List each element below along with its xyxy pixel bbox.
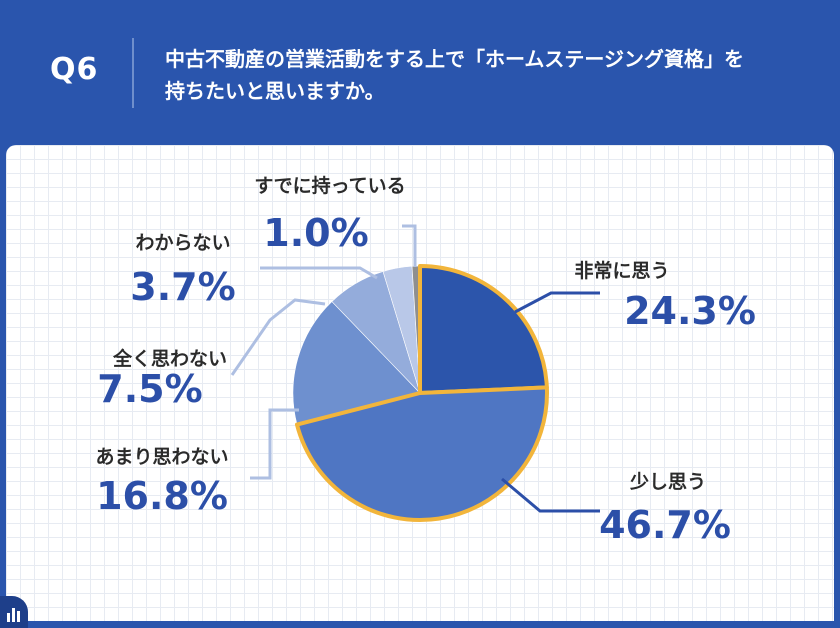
pie-slices bbox=[292, 264, 549, 522]
slice-value-4: 7.5% bbox=[97, 367, 202, 411]
leader-line-6 bbox=[402, 224, 417, 267]
question-number: Q6 bbox=[50, 52, 99, 87]
slice-label-5: わからない bbox=[135, 232, 230, 254]
slice-value-1: 24.3% bbox=[624, 289, 756, 333]
slice-label-4: 全く思わない bbox=[112, 347, 227, 370]
slice-label-2: 少し思う bbox=[629, 471, 706, 493]
pie-slice-1 bbox=[418, 264, 549, 395]
leader-line-1 bbox=[514, 291, 600, 314]
slice-value-2: 46.7% bbox=[599, 503, 731, 547]
slice-label-1: 非常に思う bbox=[574, 259, 669, 282]
leader-line-2 bbox=[501, 477, 600, 513]
leader-line-5 bbox=[260, 266, 378, 280]
slice-label-3: あまり思わない bbox=[95, 446, 228, 468]
question-line-1: 中古不動産の営業活動をする上で「ホームステージング資格」を bbox=[165, 47, 744, 71]
slice-label-6: すでに持っている bbox=[254, 174, 405, 197]
pie-labels: 非常に思う 24.3% 少し思う 46.7% あまり思わない 16.8% 全く思わない7.5… bbox=[95, 174, 755, 547]
question-line-2: 持ちたいと思いますか。 bbox=[165, 79, 385, 103]
pie-slice-3 bbox=[292, 301, 421, 425]
header-divider bbox=[132, 38, 134, 108]
pie-slice-2 bbox=[294, 385, 549, 522]
leader-line-3 bbox=[250, 408, 299, 480]
slice-value-3: 16.8% bbox=[96, 474, 228, 518]
slice-value-5: 3.7% bbox=[130, 265, 235, 309]
leader-line-4 bbox=[230, 298, 326, 376]
header: Q6 中古不動産の営業活動をする上で「ホームステージング資格」を 持ちたいと思い… bbox=[0, 0, 840, 145]
logo-icon bbox=[0, 596, 28, 628]
question-text: 中古不動産の営業活動をする上で「ホームステージング資格」を 持ちたいと思いますか… bbox=[165, 43, 805, 107]
slice-value-6: 1.0% bbox=[263, 211, 368, 255]
